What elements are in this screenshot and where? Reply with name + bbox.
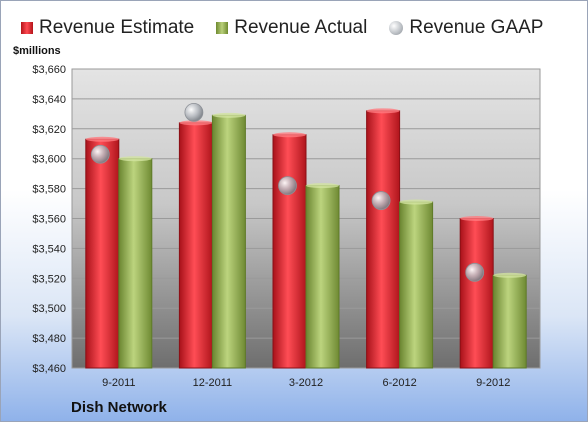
- y-tick-label: $3,600: [32, 154, 66, 166]
- legend-label-actual: Revenue Actual: [234, 17, 368, 38]
- y-tick-label: $3,460: [32, 363, 66, 375]
- x-tick-label: 9-2012: [476, 377, 510, 389]
- y-tick-label: $3,520: [32, 273, 66, 285]
- legend: Revenue Estimate Revenue Actual Revenue …: [21, 17, 543, 39]
- estimate-bar-cap: [366, 108, 400, 114]
- estimate-bar-cap: [273, 132, 306, 138]
- y-tick-label: $3,640: [32, 94, 66, 106]
- actual-bar: [211, 114, 246, 369]
- legend-item-gaap: Revenue GAAP: [389, 17, 543, 39]
- estimate-bar-cap: [85, 136, 119, 142]
- y-tick-label: $3,580: [32, 184, 66, 196]
- estimate-bar: [178, 122, 213, 369]
- x-axis: 9-2011 12-2011 3-2012 6-2012 9-2012: [102, 377, 510, 389]
- x-tick-label: 3-2012: [289, 377, 323, 389]
- x-tick-label: 9-2011: [102, 377, 135, 389]
- y-tick-label: $3,620: [32, 124, 66, 136]
- legend-item-actual: Revenue Actual: [216, 17, 367, 39]
- x-tick-label: 6-2012: [382, 377, 416, 389]
- y-axis-unit-label: $millions: [13, 45, 61, 57]
- actual-bar-cap: [306, 183, 339, 189]
- legend-swatch-actual: [216, 22, 229, 34]
- gaap-markers: [90, 102, 485, 282]
- estimate-bar-cap: [179, 120, 213, 126]
- estimate-bar-cap: [460, 216, 494, 221]
- estimate-bar: [272, 134, 307, 369]
- x-tick-label: 12-2011: [193, 377, 233, 389]
- legend-label-gaap: Revenue GAAP: [409, 17, 544, 38]
- actual-bar: [118, 158, 153, 369]
- actual-bar-cap: [399, 199, 433, 205]
- estimate-bar: [459, 218, 494, 369]
- gaap-marker: [278, 176, 297, 196]
- company-name: Dish Network: [71, 399, 167, 416]
- actual-bar: [492, 274, 527, 369]
- legend-swatch-estimate: [21, 22, 33, 34]
- y-tick-label: $3,660: [32, 64, 66, 76]
- gaap-marker: [465, 262, 485, 282]
- actual-bar-cap: [118, 156, 152, 162]
- actual-bar-cap: [212, 112, 246, 118]
- gaap-marker: [90, 144, 110, 164]
- legend-item-estimate: Revenue Estimate: [21, 17, 194, 39]
- y-tick-label: $3,560: [32, 214, 66, 226]
- y-axis: $3,460 $3,480 $3,500 $3,520 $3,540 $3,560 $3,5…: [32, 64, 66, 375]
- actual-bar: [305, 185, 340, 369]
- y-tick-label: $3,480: [32, 333, 66, 345]
- bars: [85, 108, 527, 369]
- y-tick-label: $3,540: [32, 243, 66, 255]
- gaap-marker: [184, 102, 204, 122]
- legend-label-estimate: Revenue Estimate: [39, 17, 195, 38]
- actual-bar-cap: [493, 272, 527, 278]
- gaap-marker: [371, 191, 391, 210]
- actual-bar: [399, 201, 434, 369]
- y-tick-label: $3,500: [32, 303, 66, 315]
- legend-swatch-gaap: [389, 21, 404, 35]
- estimate-bar: [85, 138, 120, 369]
- estimate-bar: [366, 110, 401, 369]
